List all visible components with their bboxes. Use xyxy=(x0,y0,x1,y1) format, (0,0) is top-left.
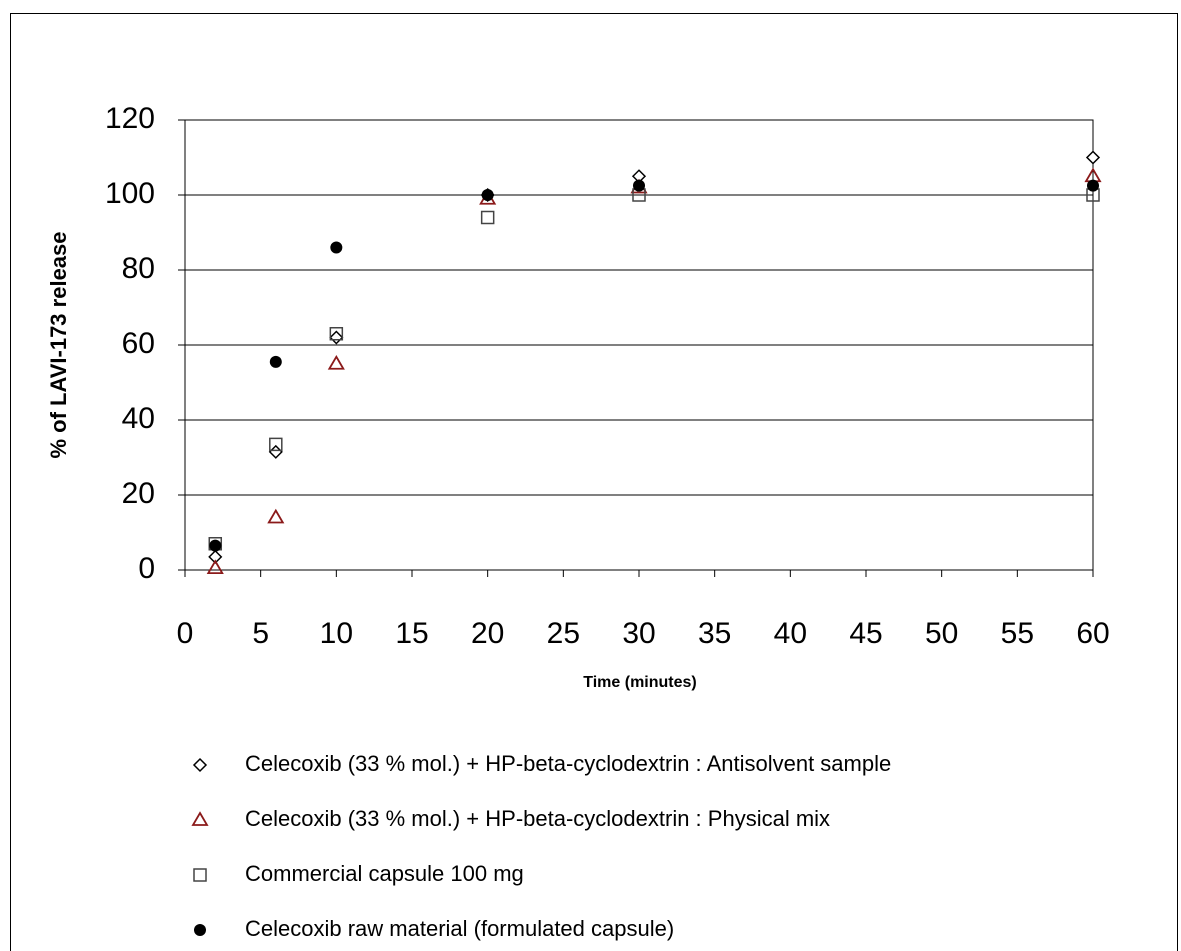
chart-frame xyxy=(10,13,1178,951)
plot-border xyxy=(184,119,1094,571)
circle-marker xyxy=(330,241,343,254)
x-tick-label: 45 xyxy=(849,617,882,650)
x-tick-label: 40 xyxy=(774,617,807,650)
circle-marker xyxy=(194,924,206,936)
y-tick-label: 60 xyxy=(122,327,155,360)
square-marker xyxy=(329,327,344,341)
triangle-marker xyxy=(327,354,345,370)
diamond-marker xyxy=(268,444,283,459)
triangle-marker xyxy=(267,508,285,524)
x-tick-label: 25 xyxy=(547,617,580,650)
x-tick-label: 10 xyxy=(320,617,353,650)
circle-marker xyxy=(209,539,222,552)
circle-marker xyxy=(269,355,282,368)
circle-marker xyxy=(481,189,494,201)
y-axis-label: % of LAVI-173 release xyxy=(46,231,71,458)
legend-label: Commercial capsule 100 mg xyxy=(245,861,524,886)
x-tick-label: 50 xyxy=(925,617,958,650)
diamond-marker xyxy=(329,330,344,345)
y-tick-label: 20 xyxy=(122,477,155,510)
x-tick-label: 60 xyxy=(1076,617,1109,650)
x-tick-label: 5 xyxy=(252,617,269,650)
y-tick-label: 0 xyxy=(138,552,155,585)
x-tick-label: 30 xyxy=(622,617,655,650)
x-tick-label: 35 xyxy=(698,617,731,650)
legend-label: Celecoxib (33 % mol.) + HP-beta-cyclodex… xyxy=(245,806,830,831)
triangle-marker xyxy=(206,559,224,575)
circle-marker xyxy=(1087,179,1099,192)
y-tick-label: 120 xyxy=(105,102,155,135)
square-marker xyxy=(269,437,283,452)
x-axis-label: Time (minutes) xyxy=(583,674,697,691)
y-tick-label: 80 xyxy=(122,252,155,285)
x-tick-label: 15 xyxy=(395,617,428,650)
circle-marker xyxy=(633,179,645,192)
legend-label: Celecoxib raw material (formulated capsu… xyxy=(245,916,674,941)
x-tick-label: 55 xyxy=(1001,617,1034,650)
diamond-marker xyxy=(192,757,208,773)
triangle-marker xyxy=(191,811,209,826)
x-tick-label: 20 xyxy=(471,617,504,650)
y-tick-label: 100 xyxy=(105,177,155,210)
y-tick-label: 40 xyxy=(122,402,155,435)
square-marker xyxy=(480,210,495,225)
legend-label: Celecoxib (33 % mol.) + HP-beta-cyclodex… xyxy=(245,751,891,776)
x-tick-label: 0 xyxy=(177,617,194,650)
square-marker xyxy=(193,868,207,882)
diamond-marker xyxy=(1085,150,1101,165)
